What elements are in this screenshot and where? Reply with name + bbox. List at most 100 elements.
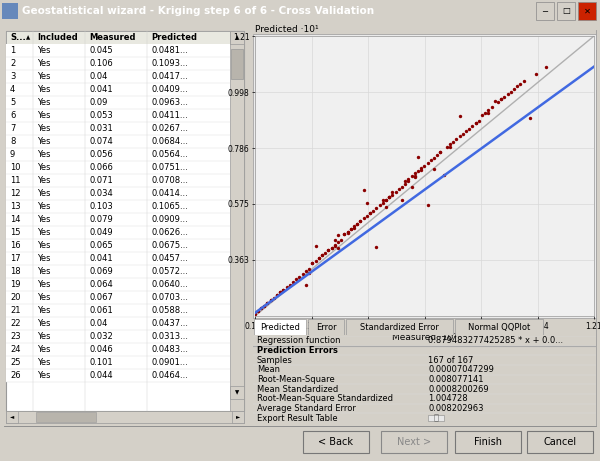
Text: Finish: Finish — [474, 437, 502, 447]
Point — [352, 220, 362, 227]
Point — [426, 157, 436, 164]
Text: 0.0572...: 0.0572... — [151, 267, 188, 276]
Text: 5: 5 — [10, 98, 15, 107]
Point — [378, 199, 388, 206]
Text: Yes: Yes — [37, 85, 50, 94]
Point — [442, 143, 452, 151]
Point — [436, 148, 445, 156]
Text: S...: S... — [10, 33, 26, 42]
Point — [308, 260, 317, 267]
Text: 0.0909...: 0.0909... — [151, 215, 188, 224]
Text: 11: 11 — [10, 176, 20, 185]
Text: 0.056: 0.056 — [89, 150, 113, 159]
Point — [240, 318, 250, 325]
Point — [266, 297, 275, 304]
Text: 0.879483277425285 * x + 0.0...: 0.879483277425285 * x + 0.0... — [428, 337, 563, 345]
Point — [327, 244, 337, 251]
Text: Yes: Yes — [37, 241, 50, 250]
Bar — [6, 411, 244, 423]
Text: Root-Mean-Square Standardized: Root-Mean-Square Standardized — [257, 394, 393, 403]
Text: Yes: Yes — [37, 59, 50, 68]
Bar — [527, 431, 593, 453]
Text: Yes: Yes — [37, 189, 50, 198]
Point — [256, 305, 266, 312]
Text: 0.0417...: 0.0417... — [151, 72, 188, 81]
Point — [272, 291, 282, 299]
Point — [467, 122, 477, 130]
Text: 21: 21 — [10, 306, 20, 315]
Text: 0.046: 0.046 — [89, 345, 113, 354]
Text: 1: 1 — [10, 46, 15, 55]
X-axis label: Measured ·10¹: Measured ·10¹ — [392, 333, 457, 343]
Point — [311, 243, 320, 250]
Text: 167 of 167: 167 of 167 — [428, 356, 474, 365]
Point — [464, 125, 474, 132]
Point — [519, 77, 529, 85]
Text: 0.103: 0.103 — [89, 202, 113, 211]
Text: Next >: Next > — [397, 437, 431, 447]
Text: Yes: Yes — [37, 254, 50, 263]
Bar — [6, 96, 230, 109]
Point — [301, 282, 311, 289]
Text: 0.04: 0.04 — [89, 72, 107, 81]
Bar — [6, 252, 230, 265]
Point — [278, 286, 288, 294]
Text: 0.0008200269: 0.0008200269 — [428, 384, 489, 394]
Text: 4: 4 — [10, 85, 15, 94]
Point — [371, 204, 381, 212]
Point — [496, 96, 506, 103]
Text: 7: 7 — [10, 124, 16, 133]
Point — [247, 313, 256, 320]
Point — [445, 143, 455, 151]
Point — [458, 130, 467, 137]
Point — [394, 186, 404, 193]
Text: Yes: Yes — [37, 293, 50, 302]
Text: Yes: Yes — [37, 215, 50, 224]
Text: Yes: Yes — [37, 163, 50, 172]
Text: Export Result Table: Export Result Table — [257, 414, 338, 423]
Bar — [6, 109, 230, 122]
Point — [340, 230, 349, 238]
Text: Yes: Yes — [37, 111, 50, 120]
Point — [378, 196, 388, 204]
Point — [352, 220, 362, 227]
Bar — [6, 187, 230, 200]
Text: 0.008202963: 0.008202963 — [428, 404, 484, 413]
Point — [301, 268, 311, 275]
Point — [388, 191, 397, 198]
Point — [349, 225, 359, 232]
Text: 0.049: 0.049 — [89, 228, 113, 237]
Text: 24: 24 — [10, 345, 20, 354]
Text: ►: ► — [236, 414, 240, 420]
Text: 0.0437...: 0.0437... — [151, 319, 188, 328]
Bar — [455, 431, 521, 453]
Text: Mean: Mean — [257, 365, 280, 374]
Text: Yes: Yes — [37, 202, 50, 211]
Bar — [308, 319, 344, 335]
Bar — [231, 49, 243, 79]
Point — [304, 265, 314, 272]
Text: 13: 13 — [10, 202, 20, 211]
Point — [365, 209, 375, 217]
Text: 0.0675...: 0.0675... — [151, 241, 188, 250]
Point — [413, 154, 423, 161]
Point — [381, 196, 391, 204]
Point — [404, 175, 413, 183]
Text: ✕: ✕ — [583, 6, 590, 16]
Point — [330, 241, 340, 248]
Text: 0.0963...: 0.0963... — [151, 98, 188, 107]
Point — [311, 257, 320, 265]
Text: Measured: Measured — [89, 33, 136, 42]
Point — [445, 141, 455, 148]
Point — [416, 165, 426, 172]
Bar — [303, 431, 369, 453]
Text: 0.0409...: 0.0409... — [151, 85, 188, 94]
Text: 26: 26 — [10, 371, 20, 380]
Text: 0.044: 0.044 — [89, 371, 113, 380]
Point — [452, 136, 461, 143]
Point — [477, 112, 487, 119]
Text: Yes: Yes — [37, 358, 50, 367]
Point — [506, 88, 515, 95]
Point — [356, 218, 365, 225]
Text: Samples: Samples — [257, 356, 293, 365]
